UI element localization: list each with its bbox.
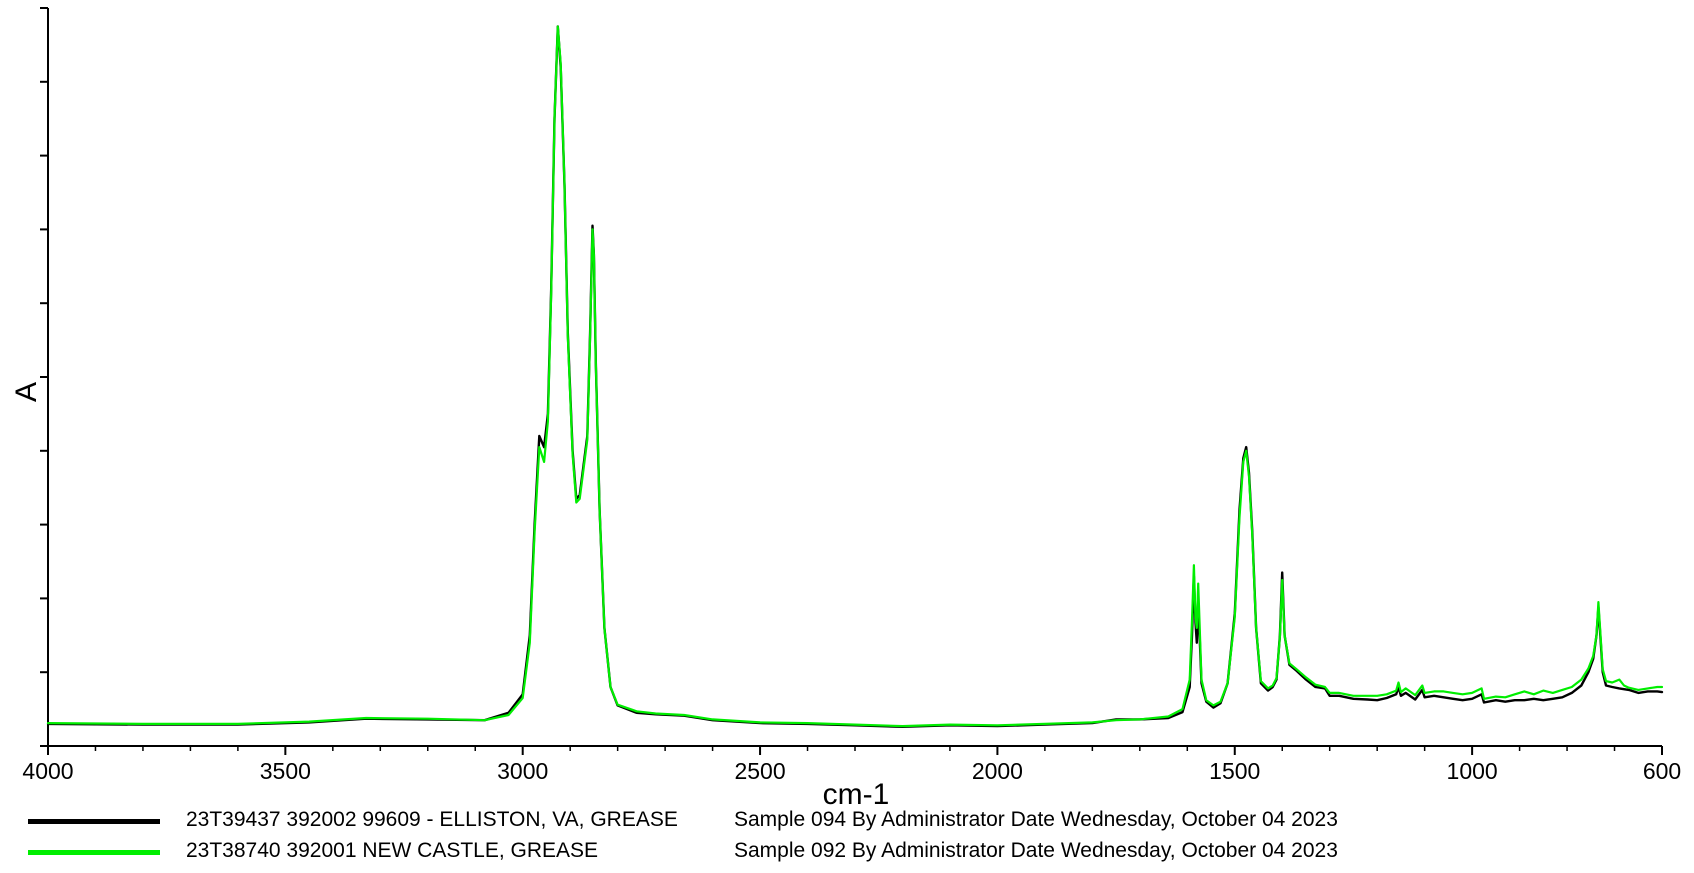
x-axis-label: cm-1 <box>823 778 890 808</box>
y-axis <box>40 7 49 747</box>
series-line-2 <box>46 25 1664 728</box>
x-axis: 4000 3500 3000 2500 2000 1500 1000 600 <box>22 745 1681 784</box>
plot-area <box>46 25 1664 728</box>
x-tick-label: 2500 <box>734 758 785 784</box>
x-tick-label: 1500 <box>1209 758 1260 784</box>
legend-series-info-2: Sample 092 By Administrator Date Wednesd… <box>734 839 1338 862</box>
legend-entry-1: 23T39437 392002 99609 - ELLISTON, VA, GR… <box>28 808 1668 839</box>
legend-swatch-2 <box>28 850 160 855</box>
legend: 23T39437 392002 99609 - ELLISTON, VA, GR… <box>28 808 1668 870</box>
x-tick-label: 2000 <box>972 758 1023 784</box>
legend-entry-2: 23T38740 392001 NEW CASTLE, GREASE Sampl… <box>28 839 1668 870</box>
legend-series-name-2: 23T38740 392001 NEW CASTLE, GREASE <box>186 839 599 862</box>
spectrum-chart: 4000 3500 3000 2500 2000 1500 1000 600 cm-1 A <box>10 7 1681 808</box>
legend-swatch-1 <box>28 819 160 824</box>
legend-series-name-1: 23T39437 392002 99609 - ELLISTON, VA, GR… <box>186 808 678 831</box>
x-tick-label: 3500 <box>260 758 311 784</box>
legend-series-info-1: Sample 094 By Administrator Date Wednesd… <box>734 808 1338 831</box>
y-axis-label: A <box>10 382 43 402</box>
x-tick-label: 4000 <box>22 758 73 784</box>
x-tick-label: 3000 <box>497 758 548 784</box>
series-line-1 <box>46 25 1664 728</box>
x-tick-label: 600 <box>1643 758 1681 784</box>
x-tick-label: 1000 <box>1447 758 1498 784</box>
